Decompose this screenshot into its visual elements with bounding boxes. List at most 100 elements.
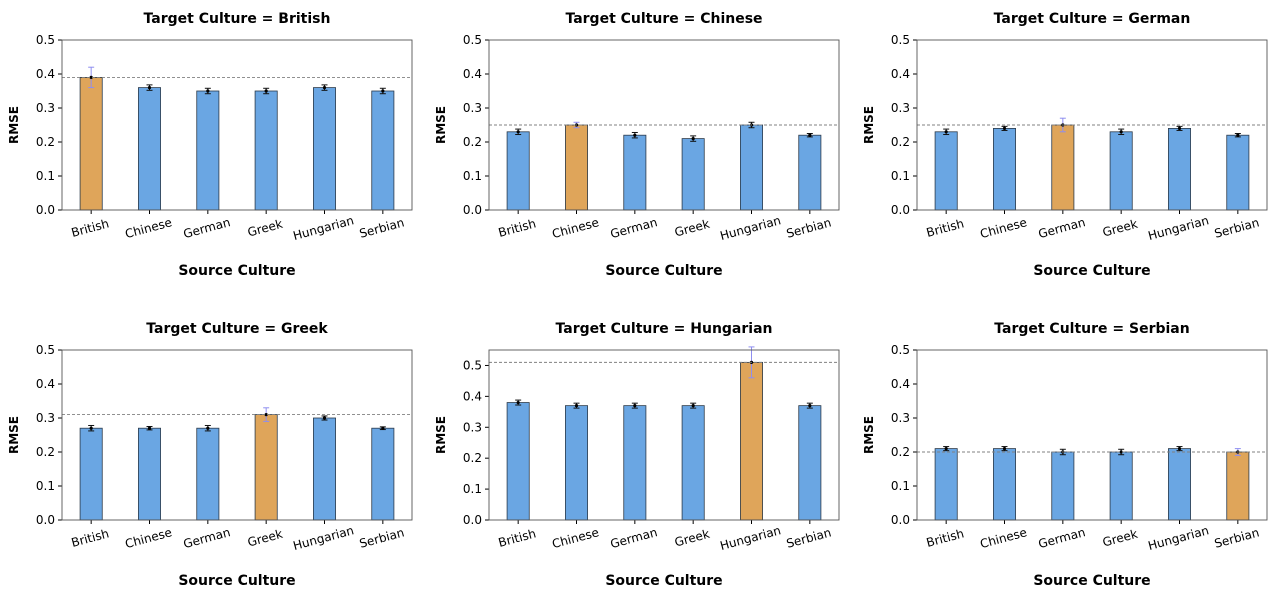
y-axis-label: RMSE bbox=[434, 416, 448, 454]
bar-greek bbox=[681, 138, 705, 211]
y-tick-label: 0.0 bbox=[463, 203, 482, 217]
x-tick-label: Hungarian bbox=[291, 213, 355, 243]
mean-point bbox=[574, 404, 579, 408]
mean-point bbox=[1236, 133, 1240, 137]
bar-greek bbox=[681, 405, 705, 521]
x-tick-label: German bbox=[609, 525, 659, 551]
x-tick-label: Chinese bbox=[550, 525, 600, 551]
bar-british bbox=[79, 77, 103, 211]
y-tick-label: 0.2 bbox=[891, 135, 910, 149]
plot-frame bbox=[61, 349, 413, 521]
plot-frame bbox=[61, 39, 413, 211]
mean-point bbox=[944, 130, 948, 134]
y-tick-label: 0.0 bbox=[36, 513, 55, 527]
chart-panel-1: Target Culture = British RMSE Source Cultu… bbox=[7, 11, 413, 279]
bar-german bbox=[623, 405, 647, 521]
bar-british bbox=[79, 427, 103, 521]
bar-greek bbox=[1109, 131, 1133, 211]
chart-panel-4: Target Culture = Greek RMSE Source Culture… bbox=[7, 321, 413, 589]
y-tick-label: 0.4 bbox=[463, 389, 482, 403]
mean-point bbox=[1119, 130, 1123, 134]
chart-title: Target Culture = British bbox=[144, 11, 331, 27]
y-tick-label: 0.4 bbox=[36, 67, 55, 81]
mean-point bbox=[206, 426, 210, 430]
y-tick-label: 0.2 bbox=[463, 135, 482, 149]
x-tick-label: German bbox=[182, 525, 232, 551]
x-tick-label: Hungarian bbox=[291, 523, 355, 553]
mean-point bbox=[808, 133, 812, 137]
x-axis-label: Source Culture bbox=[178, 263, 295, 279]
bar-hungarian bbox=[740, 124, 763, 211]
bar-chinese bbox=[993, 448, 1016, 521]
x-tick-label: British bbox=[70, 216, 111, 239]
chart-title: Target Culture = Chinese bbox=[565, 11, 762, 27]
mean-point bbox=[147, 426, 152, 430]
bar-hungarian bbox=[1168, 127, 1191, 211]
bar-greek bbox=[254, 90, 278, 211]
y-tick-label: 0.3 bbox=[891, 411, 910, 425]
y-tick-label: 0.4 bbox=[36, 377, 55, 391]
bar-chinese bbox=[993, 127, 1016, 211]
x-tick-label: Serbian bbox=[1213, 215, 1261, 240]
x-tick-label: Greek bbox=[246, 527, 284, 550]
y-tick-label: 0.3 bbox=[463, 101, 482, 115]
x-tick-label: Hungarian bbox=[718, 213, 782, 243]
y-tick-label: 0.1 bbox=[36, 169, 55, 183]
y-axis-label: RMSE bbox=[434, 106, 448, 144]
chart-panel-3: Target Culture = German RMSE Source Cultur… bbox=[862, 11, 1268, 279]
chart-title: Target Culture = Serbian bbox=[994, 321, 1189, 337]
y-tick-label: 0.0 bbox=[36, 203, 55, 217]
x-tick-label: British bbox=[925, 526, 966, 549]
y-tick-label: 0.5 bbox=[891, 343, 910, 357]
bar-chinese bbox=[565, 405, 588, 521]
y-axis-label: RMSE bbox=[862, 416, 876, 454]
mean-point bbox=[691, 404, 695, 408]
bar-hungarian bbox=[313, 417, 336, 521]
y-tick-label: 0.1 bbox=[36, 479, 55, 493]
mean-point bbox=[89, 75, 93, 79]
y-tick-label: 0.1 bbox=[463, 169, 482, 183]
x-tick-label: Greek bbox=[1101, 527, 1139, 550]
bar-serbian bbox=[798, 405, 822, 521]
mean-point bbox=[89, 426, 93, 430]
plot-frame bbox=[488, 39, 840, 211]
bar-british bbox=[506, 402, 530, 521]
x-tick-label: Chinese bbox=[123, 215, 173, 241]
x-tick-label: Chinese bbox=[978, 215, 1028, 241]
plot-frame bbox=[916, 39, 1268, 211]
bar-british bbox=[506, 131, 530, 211]
chart-title: Target Culture = Hungarian bbox=[556, 321, 773, 337]
mean-point bbox=[381, 426, 385, 430]
bar-serbian bbox=[1226, 451, 1250, 521]
x-tick-label: Greek bbox=[1101, 217, 1139, 240]
mean-point bbox=[264, 89, 268, 93]
mean-point bbox=[264, 413, 268, 417]
y-tick-label: 0.0 bbox=[463, 513, 482, 527]
mean-point bbox=[147, 86, 152, 90]
mean-point bbox=[1002, 447, 1007, 451]
x-tick-label: Greek bbox=[673, 527, 711, 550]
x-tick-label: British bbox=[497, 216, 538, 239]
bar-hungarian bbox=[313, 87, 336, 211]
bar-german bbox=[1051, 451, 1075, 521]
mean-point bbox=[322, 416, 327, 420]
y-axis-label: RMSE bbox=[862, 106, 876, 144]
y-tick-label: 0.4 bbox=[891, 67, 910, 81]
x-tick-label: German bbox=[1037, 525, 1087, 551]
y-tick-label: 0.5 bbox=[463, 33, 482, 47]
plot-frame bbox=[916, 349, 1268, 521]
x-axis-label: Source Culture bbox=[1033, 263, 1150, 279]
y-tick-label: 0.0 bbox=[891, 513, 910, 527]
x-tick-label: Serbian bbox=[358, 215, 406, 240]
mean-point bbox=[633, 404, 637, 408]
bar-greek bbox=[254, 414, 278, 521]
x-tick-label: British bbox=[70, 526, 111, 549]
x-tick-label: German bbox=[609, 215, 659, 241]
x-tick-label: Serbian bbox=[785, 215, 833, 240]
y-axis-label: RMSE bbox=[7, 416, 21, 454]
y-tick-label: 0.3 bbox=[36, 411, 55, 425]
x-tick-label: Serbian bbox=[1213, 525, 1261, 550]
chart-title: Target Culture = German bbox=[994, 11, 1191, 27]
x-axis-label: Source Culture bbox=[605, 263, 722, 279]
